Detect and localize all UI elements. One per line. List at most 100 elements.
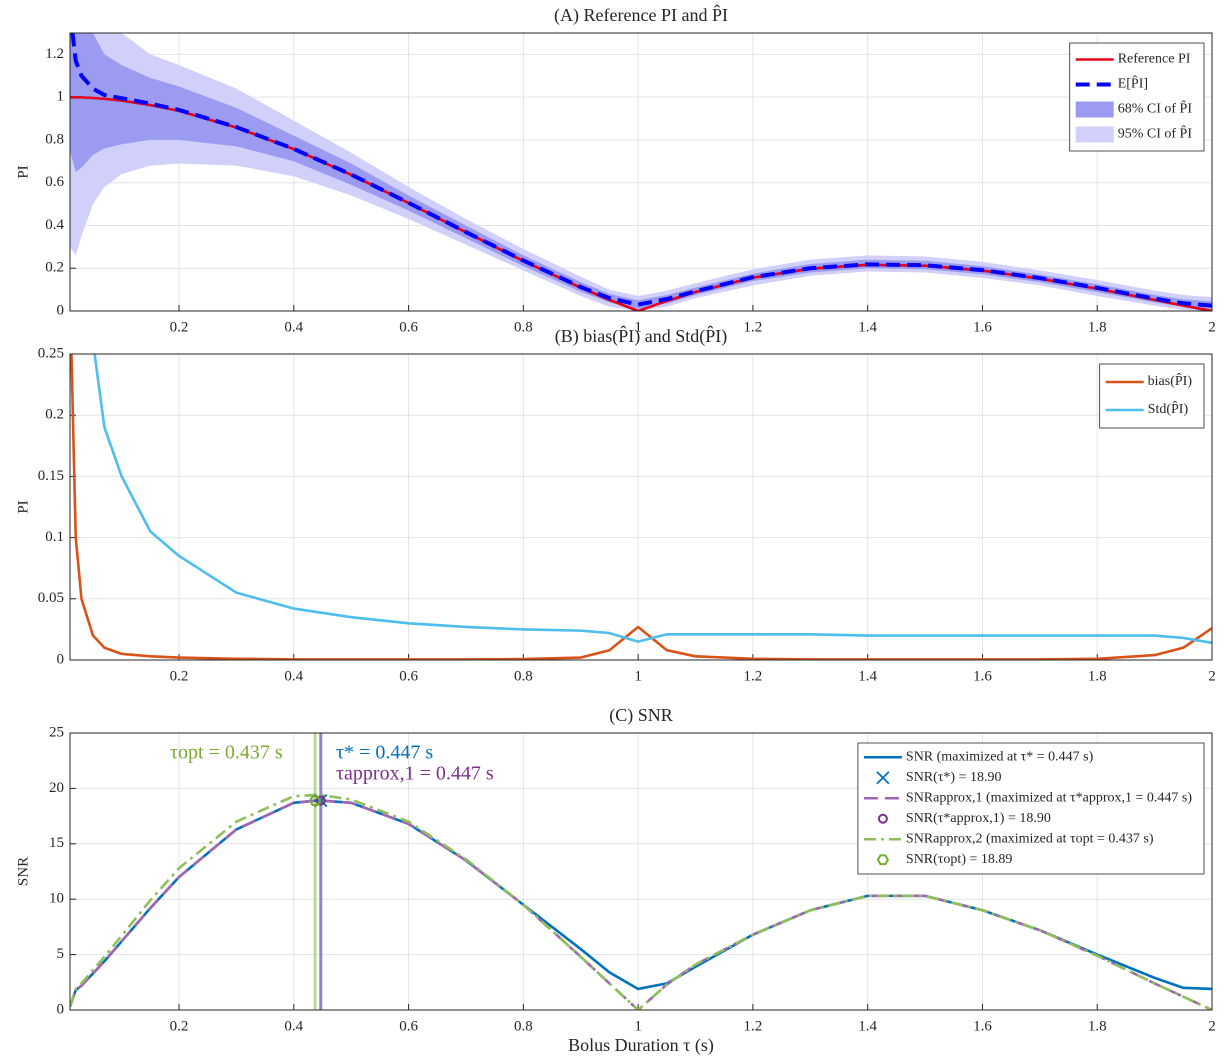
marks — [70, 354, 1212, 660]
legend-item: SNRapprox,2 (maximized at τopt = 0.437 s… — [863, 831, 1154, 846]
legend-item: SNR (maximized at τ* = 0.447 s) — [863, 749, 1094, 764]
y-axis-label: PI — [15, 500, 31, 513]
legend-label: SNRapprox,2 (maximized at τopt = 0.437 s… — [906, 831, 1154, 846]
marker-x — [876, 771, 890, 785]
legend-label: Std(P̂I) — [1148, 400, 1189, 417]
x-tick-label: 0.8 — [514, 1018, 533, 1034]
y-tick-label: 0.05 — [38, 590, 64, 606]
x-tick-label: 0.4 — [284, 1018, 303, 1034]
legend-item: SNR(τ*) = 18.90 — [876, 770, 1002, 785]
y-tick-label: 0 — [57, 302, 65, 318]
marks — [70, 733, 1212, 1010]
x-tick-label: 1.6 — [973, 319, 992, 335]
chart-title: (A) Reference PI and P̂I — [554, 5, 728, 27]
x-tick-label: 1 — [634, 319, 642, 335]
x-tick-label: 1 — [634, 1018, 642, 1034]
y-tick-label: 0.4 — [45, 217, 64, 233]
marker-hexagon — [308, 795, 322, 807]
legend-label: SNR (maximized at τ* = 0.447 s) — [906, 749, 1094, 764]
y-tick-label: 0.15 — [38, 468, 64, 484]
y-tick-label: 0.8 — [45, 131, 64, 147]
chart-title: (B) bias(P̂I) and Std(P̂I) — [555, 326, 727, 348]
x-tick-label: 0.8 — [514, 319, 533, 335]
legend-label: SNRapprox,1 (maximized at τ*approx,1 = 0… — [906, 790, 1192, 805]
x-tick-label: 1 — [634, 668, 642, 684]
ci-band — [70, 33, 1212, 311]
x-tick-label: 1.2 — [744, 1018, 763, 1034]
legend-label: SNR(τ*) = 18.90 — [906, 770, 1002, 785]
y-tick-label: 0.1 — [45, 529, 64, 545]
y-axis-label: SNR — [15, 857, 31, 886]
plot-area — [70, 354, 1212, 660]
y-tick-label: 1 — [57, 89, 65, 105]
x-tick-label: 2 — [1208, 668, 1216, 684]
legend-swatch — [1075, 126, 1114, 143]
y-tick-label: 10 — [49, 891, 64, 907]
legend-item: 95% CI of P̂I — [1075, 125, 1193, 143]
plot-frame — [69, 32, 1213, 312]
x-tick-label: 0.2 — [170, 1018, 189, 1034]
x-tick-label: 2 — [1208, 319, 1216, 335]
x-tick-label: 1.8 — [1088, 668, 1107, 684]
x-tick-label: 0.4 — [284, 319, 303, 335]
legend-item: SNRapprox,1 (maximized at τ*approx,1 = 0… — [863, 790, 1192, 805]
plot-frame — [69, 732, 1213, 1011]
x-tick-label: 1.6 — [973, 1018, 992, 1034]
x-tick-label: 1.4 — [858, 668, 877, 684]
chart-title: (C) SNR — [609, 705, 673, 726]
x-tick-label: 0.8 — [514, 668, 533, 684]
plot-frame — [69, 353, 1213, 661]
legend-swatch — [1075, 101, 1114, 118]
x-tick-label: 1.8 — [1088, 1018, 1107, 1034]
legend-item: Reference PI — [1075, 52, 1191, 67]
annotation: τ* = 0.447 s — [336, 742, 433, 764]
marker-circle — [877, 813, 888, 824]
legend-label: SNR(τopt) = 18.89 — [906, 852, 1012, 867]
series-line — [70, 354, 1212, 660]
legend: Reference PI E[P̂I] 68% CI of P̂I 95% CI of… — [1069, 42, 1205, 152]
legend-item: bias(P̂I) — [1105, 372, 1193, 389]
y-tick-label: 1.2 — [45, 46, 64, 62]
legend-item: SNR(τ*approx,1) = 18.90 — [877, 811, 1051, 826]
legend-item: Std(P̂I) — [1105, 400, 1189, 417]
y-axis-label: PI — [15, 165, 31, 178]
x-tick-label: 0.4 — [284, 668, 303, 684]
legend: bias(P̂I) Std(P̂I) — [1099, 363, 1205, 429]
series-line — [70, 793, 1212, 1010]
marks — [70, 33, 1212, 311]
marker-circle — [315, 795, 326, 806]
plot-area — [70, 33, 1212, 311]
series-line — [93, 354, 1212, 645]
annotation: τopt = 0.437 s — [170, 742, 283, 764]
y-tick-label: 0 — [57, 651, 65, 667]
y-tick-label: 0.25 — [38, 345, 64, 361]
x-axis-label: Bolus Duration τ (s) — [568, 1035, 714, 1056]
y-tick-label: 0.6 — [45, 174, 64, 190]
panel: 0.2 0.4 0.6 0.8 1 1.2 1.4 1.6 1.8 2 0 0.05 0.1 0.15 0.… — [15, 326, 1216, 685]
y-tick-label: 20 — [49, 780, 64, 796]
legend-item: 68% CI of P̂I — [1075, 100, 1192, 118]
legend-item: SNR(τopt) = 18.89 — [876, 852, 1012, 867]
y-tick-label: 0.2 — [45, 260, 64, 276]
legend-label: SNR(τ*approx,1) = 18.90 — [906, 811, 1051, 826]
y-tick-label: 0.2 — [45, 407, 64, 423]
legend-label: 95% CI of P̂I — [1118, 125, 1193, 142]
annotation: τapprox,1 = 0.447 s — [336, 763, 494, 785]
x-tick-label: 0.2 — [170, 668, 189, 684]
x-tick-label: 0.2 — [170, 319, 189, 335]
legend-label: Reference PI — [1118, 52, 1191, 67]
x-tick-label: 1.6 — [973, 668, 992, 684]
x-tick-label: 1.2 — [744, 668, 763, 684]
y-tick-label: 25 — [49, 724, 64, 740]
x-tick-label: 1.4 — [858, 1018, 877, 1034]
legend-box — [1099, 363, 1205, 429]
legend: SNR (maximized at τ* = 0.447 s) SNR(τ*) =… — [857, 742, 1205, 875]
y-tick-label: 0 — [57, 1001, 65, 1017]
x-tick-label: 1.8 — [1088, 319, 1107, 335]
legend-label: bias(P̂I) — [1148, 372, 1193, 389]
x-tick-label: 1.4 — [858, 319, 877, 335]
x-tick-label: 2 — [1208, 1018, 1216, 1034]
legend-box — [857, 742, 1205, 875]
panel: 0.2 0.4 0.6 0.8 1 1.2 1.4 1.6 1.8 2 0 0.2 0.4 0.6 0.8 1… — [15, 5, 1216, 336]
x-tick-label: 0.6 — [399, 668, 418, 684]
